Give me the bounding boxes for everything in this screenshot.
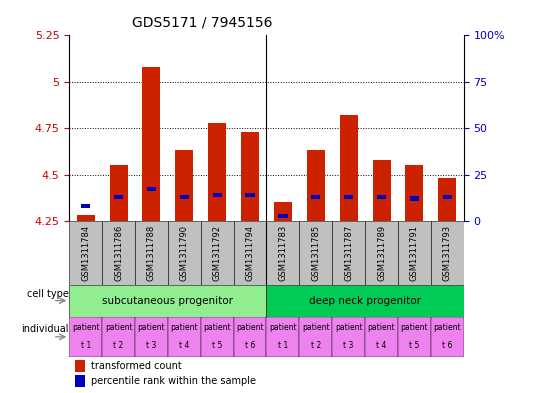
Text: patient: patient <box>335 323 362 332</box>
Text: t 2: t 2 <box>114 341 124 350</box>
Bar <box>300 221 332 285</box>
Text: GDS5171 / 7945156: GDS5171 / 7945156 <box>132 15 273 29</box>
Bar <box>274 202 292 221</box>
Bar <box>398 221 431 285</box>
Text: t 1: t 1 <box>80 341 91 350</box>
Text: GSM1311792: GSM1311792 <box>213 225 222 281</box>
Bar <box>373 160 391 221</box>
Bar <box>102 221 135 285</box>
Bar <box>266 221 300 285</box>
Bar <box>69 317 102 357</box>
Bar <box>332 317 365 357</box>
Text: t 6: t 6 <box>245 341 255 350</box>
Bar <box>81 204 90 208</box>
Bar <box>102 317 135 357</box>
Text: t 2: t 2 <box>311 341 321 350</box>
Text: t 6: t 6 <box>442 341 453 350</box>
Bar <box>201 317 233 357</box>
Text: patient: patient <box>138 323 165 332</box>
Text: GSM1311793: GSM1311793 <box>443 225 452 281</box>
Bar <box>266 285 464 317</box>
Text: GSM1311794: GSM1311794 <box>246 225 255 281</box>
Bar <box>431 317 464 357</box>
Text: GSM1311786: GSM1311786 <box>114 225 123 281</box>
Bar <box>410 196 419 200</box>
Bar <box>180 195 189 198</box>
Bar <box>398 317 431 357</box>
Text: patient: patient <box>204 323 231 332</box>
Text: t 5: t 5 <box>212 341 222 350</box>
Text: patient: patient <box>433 323 461 332</box>
Text: GSM1311788: GSM1311788 <box>147 225 156 281</box>
Text: patient: patient <box>401 323 428 332</box>
Text: t 3: t 3 <box>146 341 157 350</box>
Bar <box>114 195 123 198</box>
Text: GSM1311791: GSM1311791 <box>410 225 419 281</box>
Bar <box>246 193 255 197</box>
Text: patient: patient <box>236 323 264 332</box>
Bar <box>77 215 95 221</box>
Bar <box>332 221 365 285</box>
Text: cell type: cell type <box>27 289 69 299</box>
Bar <box>168 317 201 357</box>
Bar <box>233 317 266 357</box>
Bar <box>365 221 398 285</box>
Text: GSM1311784: GSM1311784 <box>81 225 90 281</box>
Text: t 4: t 4 <box>376 341 387 350</box>
Text: t 3: t 3 <box>343 341 354 350</box>
Text: percentile rank within the sample: percentile rank within the sample <box>91 376 256 386</box>
Bar <box>406 165 423 221</box>
Text: GSM1311787: GSM1311787 <box>344 225 353 281</box>
Bar <box>69 285 266 317</box>
Bar <box>266 317 300 357</box>
Bar <box>443 195 452 198</box>
Text: t 4: t 4 <box>179 341 190 350</box>
Text: patient: patient <box>72 323 100 332</box>
Text: subcutaneous progenitor: subcutaneous progenitor <box>102 296 233 306</box>
Bar <box>142 67 160 221</box>
Text: individual: individual <box>21 324 69 334</box>
Text: GSM1311790: GSM1311790 <box>180 225 189 281</box>
Text: patient: patient <box>171 323 198 332</box>
Text: patient: patient <box>105 323 132 332</box>
Bar <box>201 221 233 285</box>
Bar <box>431 221 464 285</box>
Text: patient: patient <box>368 323 395 332</box>
Text: GSM1311785: GSM1311785 <box>311 225 320 281</box>
Bar <box>233 221 266 285</box>
Bar <box>175 151 193 221</box>
Bar <box>69 221 102 285</box>
Bar <box>344 195 353 198</box>
Bar <box>168 221 201 285</box>
Bar <box>340 115 358 221</box>
Bar <box>365 317 398 357</box>
Bar <box>75 360 85 373</box>
Text: transformed count: transformed count <box>91 361 182 371</box>
Bar <box>75 375 85 387</box>
Bar <box>377 195 386 198</box>
Text: deep neck progenitor: deep neck progenitor <box>309 296 421 306</box>
Bar <box>307 151 325 221</box>
Bar <box>110 165 127 221</box>
Bar <box>135 221 168 285</box>
Text: GSM1311783: GSM1311783 <box>278 225 287 281</box>
Bar <box>241 132 259 221</box>
Bar <box>311 195 320 198</box>
Bar <box>438 178 456 221</box>
Text: patient: patient <box>269 323 297 332</box>
Text: t 5: t 5 <box>409 341 419 350</box>
Text: patient: patient <box>302 323 329 332</box>
Bar <box>300 317 332 357</box>
Bar <box>213 193 222 197</box>
Bar <box>135 317 168 357</box>
Bar <box>147 187 156 191</box>
Bar <box>278 214 287 218</box>
Text: t 1: t 1 <box>278 341 288 350</box>
Bar <box>208 123 226 221</box>
Text: GSM1311789: GSM1311789 <box>377 225 386 281</box>
